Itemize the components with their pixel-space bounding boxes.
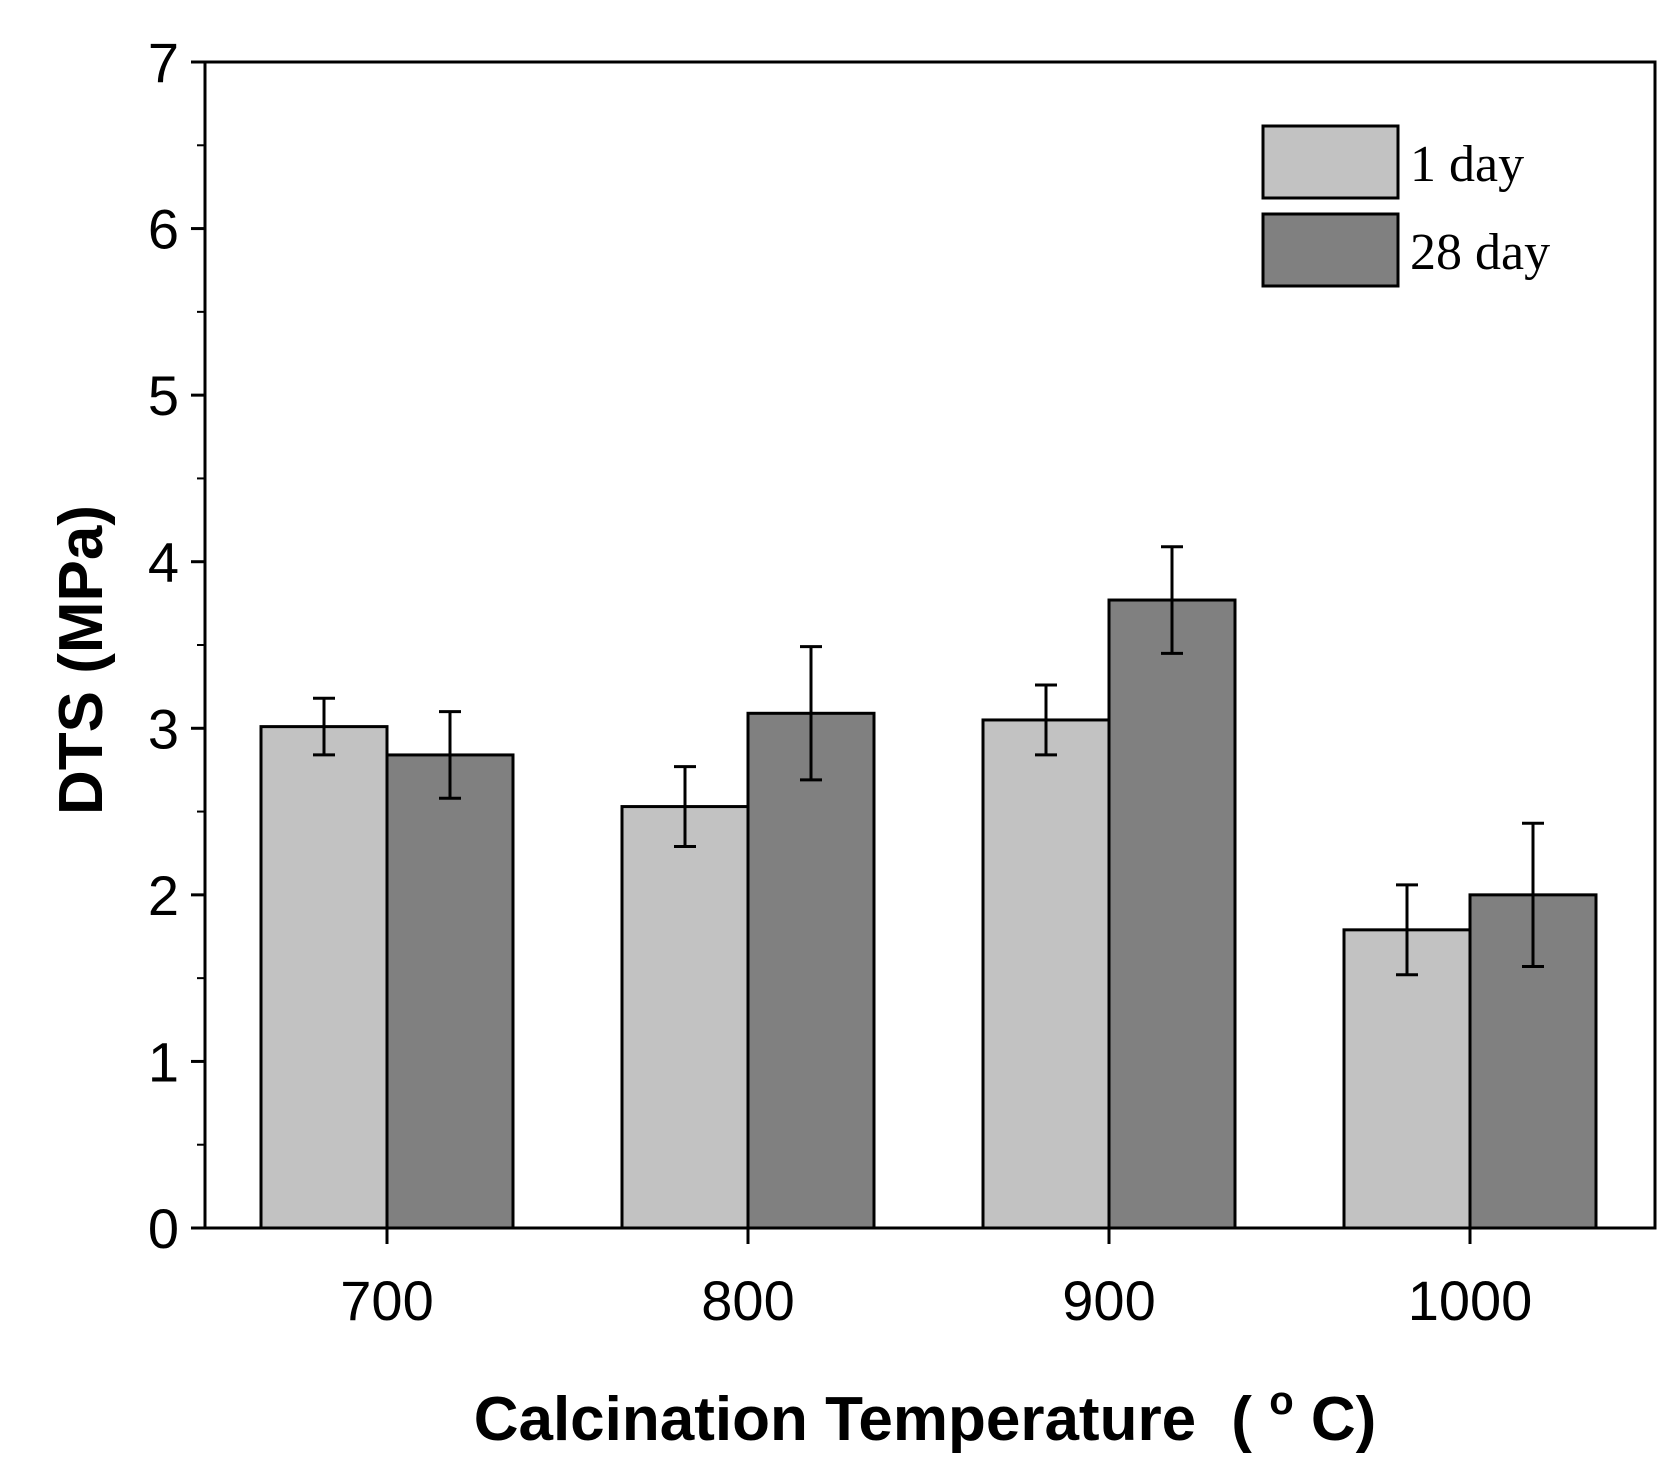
legend-swatch xyxy=(1261,212,1400,288)
errorbars-layer xyxy=(313,545,1544,977)
x-axis-title-unit-open: ( xyxy=(1231,1385,1252,1454)
bar-1-day-900 xyxy=(981,718,1111,1230)
y-tick-label: 2 xyxy=(148,864,179,927)
x-tick-label: 1000 xyxy=(1408,1269,1533,1332)
bar-28-day-700 xyxy=(385,753,515,1230)
legend-swatch xyxy=(1261,124,1400,200)
bar-28-day-900 xyxy=(1107,598,1237,1230)
error-bar-28-day-700 xyxy=(439,710,461,800)
y-tick-label: 4 xyxy=(148,531,179,594)
x-axis: 700 800 900 1000 xyxy=(340,1228,1532,1332)
y-tick-label: 0 xyxy=(148,1197,179,1260)
x-tick-label: 900 xyxy=(1062,1269,1155,1332)
legend: 1 day 28 day xyxy=(1261,124,1550,288)
y-tick-label: 6 xyxy=(148,198,179,261)
y-tick-label: 7 xyxy=(148,31,179,94)
legend-item-28-day: 28 day xyxy=(1261,212,1550,288)
legend-label: 1 day xyxy=(1410,136,1524,193)
x-axis-title-unit-close: C) xyxy=(1311,1385,1376,1454)
error-bar-1-day-900 xyxy=(1035,683,1057,757)
x-axis-title-name: Calcination Temperature xyxy=(474,1385,1196,1454)
y-tick-label: 5 xyxy=(148,364,179,427)
bar-28-day-800 xyxy=(746,711,876,1230)
bar-1-day-700 xyxy=(259,725,389,1230)
x-tick-label: 700 xyxy=(340,1269,433,1332)
y-tick-label: 3 xyxy=(148,697,179,760)
error-bar-28-day-800 xyxy=(800,645,822,782)
bars-layer xyxy=(259,598,1598,1230)
x-tick-label: 800 xyxy=(701,1269,794,1332)
bar-1-day-800 xyxy=(620,805,750,1230)
y-axis: 0 1 2 3 4 5 6 7 xyxy=(148,31,205,1260)
error-bar-28-day-900 xyxy=(1161,545,1183,655)
legend-label: 28 day xyxy=(1410,224,1550,281)
y-axis-title: DTS (MPa) xyxy=(47,505,116,815)
y-tick-label: 1 xyxy=(148,1030,179,1093)
error-bar-1-day-800 xyxy=(674,765,696,849)
error-bar-1-day-1000 xyxy=(1396,883,1418,977)
bar-1-day-1000 xyxy=(1342,928,1472,1230)
error-bar-1-day-700 xyxy=(313,696,335,757)
legend-item-1-day: 1 day xyxy=(1261,124,1524,200)
x-axis-title-unit-degree: o xyxy=(1269,1379,1293,1423)
error-bar-28-day-1000 xyxy=(1522,821,1544,968)
x-axis-title: Calcination Temperature ( o C) xyxy=(474,1359,1377,1454)
